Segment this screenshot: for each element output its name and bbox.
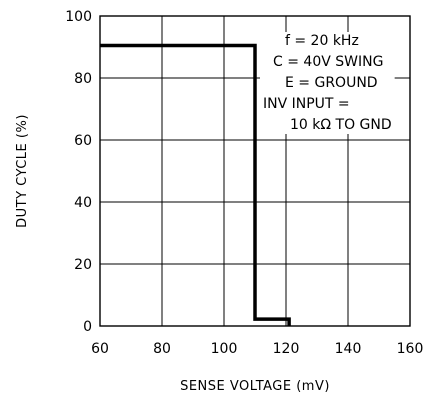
annotation-resistor: 10 kΩ TO GND xyxy=(290,117,392,133)
y-tick-label-100: 100 xyxy=(65,9,92,25)
y-axis-title: DUTY CYCLE (%) xyxy=(15,114,30,228)
annotation-frequency: f = 20 kHz xyxy=(285,33,359,49)
plot-area-frame xyxy=(99,15,411,327)
x-tick-label-140: 140 xyxy=(335,341,362,357)
x-tick-label-80: 80 xyxy=(153,341,171,357)
y-tick-label-20: 20 xyxy=(74,257,92,273)
x-tick-label-100: 100 xyxy=(211,341,238,357)
annotation-background xyxy=(260,32,395,134)
x-tick-label-160: 160 xyxy=(397,341,424,357)
annotation-capacitor-swing: C = 40V SWING xyxy=(273,54,383,70)
y-tick-label-0: 0 xyxy=(83,319,92,335)
y-tick-label-80: 80 xyxy=(74,71,92,87)
x-axis-title: SENSE VOLTAGE (mV) xyxy=(180,379,330,394)
y-tick-label-60: 60 xyxy=(74,133,92,149)
x-tick-label-120: 120 xyxy=(273,341,300,357)
y-tick-label-40: 40 xyxy=(74,195,92,211)
annotation-inv-input: INV INPUT = xyxy=(263,96,350,112)
series-layer xyxy=(100,43,291,326)
annotation-emitter: E = GROUND xyxy=(285,75,378,91)
series-line-0 xyxy=(100,43,291,326)
annotation-block: f = 20 kHz C = 40V SWING E = GROUND INV … xyxy=(260,32,395,134)
x-tick-label-60: 60 xyxy=(91,341,109,357)
x-tick-labels: 60 80 100 120 140 160 xyxy=(91,341,423,357)
y-tick-labels: 0 20 40 60 80 100 xyxy=(65,9,92,335)
